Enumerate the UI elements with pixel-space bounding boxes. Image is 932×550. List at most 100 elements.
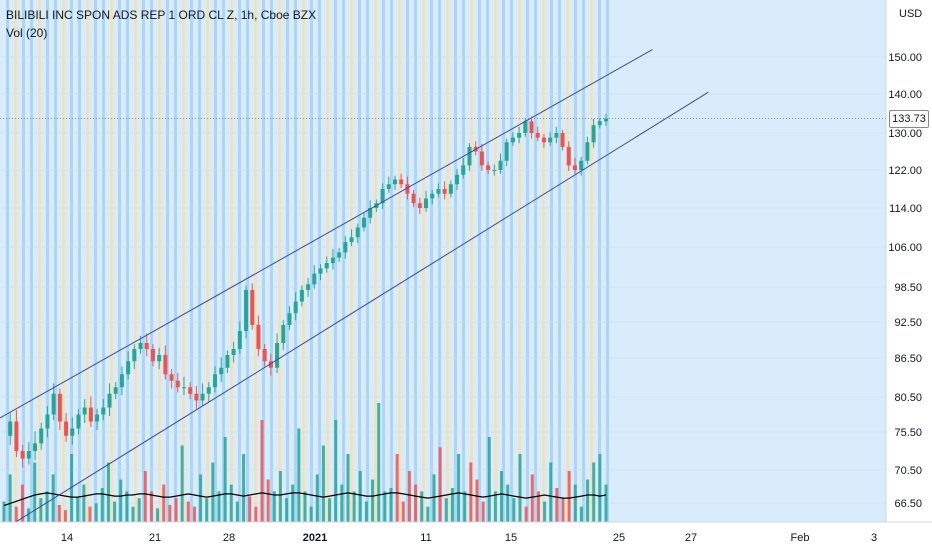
candle-body bbox=[206, 387, 211, 394]
volume-bar bbox=[223, 437, 227, 522]
volume-bar bbox=[125, 491, 129, 522]
session-band bbox=[334, 0, 337, 522]
volume-bar bbox=[14, 506, 18, 522]
session-band bbox=[30, 0, 33, 522]
session-band bbox=[246, 0, 249, 522]
volume-bar bbox=[555, 488, 559, 522]
time-axis-labels: 14 21 28 2021 11 15 25 27 Feb 3 bbox=[61, 532, 877, 544]
last-price-tag: 133.73 bbox=[889, 110, 929, 128]
volume-bar bbox=[487, 437, 491, 522]
volume-bar bbox=[303, 491, 307, 522]
price-axis-background[interactable] bbox=[886, 0, 932, 522]
candle-body bbox=[194, 393, 199, 401]
session-band bbox=[470, 0, 473, 522]
session-band bbox=[174, 0, 177, 522]
candle-body bbox=[318, 268, 323, 274]
volume-bar bbox=[119, 479, 123, 522]
candle-body bbox=[306, 284, 311, 290]
session-band bbox=[54, 0, 57, 522]
session-band bbox=[318, 0, 321, 522]
candle-body bbox=[399, 179, 404, 185]
volume-bar bbox=[463, 491, 467, 522]
candle-body bbox=[144, 343, 149, 349]
session-band bbox=[518, 0, 521, 522]
currency-label[interactable]: USD bbox=[899, 8, 923, 20]
volume-bar bbox=[561, 498, 565, 522]
time-axis-background[interactable] bbox=[0, 522, 932, 550]
volume-bar bbox=[573, 484, 577, 522]
volume-bar bbox=[70, 454, 74, 522]
candle-body bbox=[101, 407, 106, 415]
session-band bbox=[398, 0, 401, 522]
session-band bbox=[158, 0, 161, 522]
price-tick-label: 130.00 bbox=[888, 128, 922, 140]
channel-upper-line[interactable] bbox=[0, 49, 653, 419]
volume-bar bbox=[254, 506, 258, 522]
volume-bar bbox=[432, 474, 436, 522]
volume-bar bbox=[389, 488, 393, 522]
candle-body bbox=[262, 349, 267, 362]
candle-body bbox=[560, 133, 565, 147]
volume-bar bbox=[395, 454, 399, 522]
candle-body bbox=[39, 428, 44, 444]
session-band bbox=[22, 0, 25, 522]
candle-body bbox=[200, 393, 205, 401]
candle-body bbox=[541, 137, 546, 143]
candle-body bbox=[554, 133, 559, 138]
candle-body bbox=[498, 160, 503, 170]
volume-bar bbox=[211, 462, 215, 522]
volume-bar bbox=[586, 479, 590, 522]
candle-body bbox=[430, 193, 435, 199]
volume-bar bbox=[106, 462, 110, 522]
volume-bar bbox=[475, 479, 479, 522]
volume-bar bbox=[297, 428, 301, 522]
candle-body bbox=[82, 407, 87, 415]
candle-body bbox=[355, 227, 360, 238]
candle-body bbox=[591, 125, 596, 143]
price-candles bbox=[8, 113, 608, 468]
session-band bbox=[606, 0, 609, 522]
candle-body bbox=[76, 414, 81, 429]
session-band bbox=[46, 0, 49, 522]
candle-body bbox=[411, 193, 416, 204]
session-band bbox=[502, 0, 505, 522]
candle-body bbox=[107, 393, 112, 408]
candle-body bbox=[8, 421, 13, 436]
session-band bbox=[110, 0, 113, 522]
volume-indicator-label[interactable]: Vol (20) bbox=[6, 26, 48, 40]
candle-body bbox=[479, 151, 484, 166]
volume-bar bbox=[143, 471, 147, 522]
volume-bar bbox=[426, 506, 430, 522]
candle-body bbox=[256, 325, 261, 349]
session-band bbox=[78, 0, 81, 522]
price-tick-label: 106.00 bbox=[888, 242, 922, 254]
session-band bbox=[374, 0, 377, 522]
candle-body bbox=[20, 451, 25, 459]
volume-bar bbox=[33, 462, 37, 522]
volume-bar bbox=[272, 491, 276, 522]
time-tick-label: 25 bbox=[613, 532, 625, 544]
session-band bbox=[558, 0, 561, 522]
candle-body bbox=[361, 217, 366, 228]
session-band bbox=[126, 0, 129, 522]
volume-bar bbox=[291, 484, 295, 522]
channel-lower-line[interactable] bbox=[0, 91, 709, 533]
session-band bbox=[262, 0, 265, 522]
candle-body bbox=[504, 142, 509, 161]
volume-bar bbox=[168, 505, 172, 522]
session-band bbox=[342, 0, 345, 522]
session-band bbox=[182, 0, 185, 522]
price-tick-label: 122.00 bbox=[888, 165, 922, 177]
candle-body bbox=[225, 355, 230, 368]
candle-body bbox=[585, 142, 590, 161]
session-band bbox=[278, 0, 281, 522]
time-tick-label: 21 bbox=[149, 532, 161, 544]
volume-bar bbox=[352, 491, 356, 522]
price-tick-label: 66.50 bbox=[894, 498, 922, 510]
candle-body bbox=[175, 380, 180, 388]
symbol-title[interactable]: BILIBILI INC SPON ADS REP 1 ORD CL Z, 1h… bbox=[6, 8, 317, 22]
volume-bar bbox=[543, 501, 547, 522]
volume-bar bbox=[315, 474, 319, 522]
volume-bar bbox=[481, 501, 485, 522]
